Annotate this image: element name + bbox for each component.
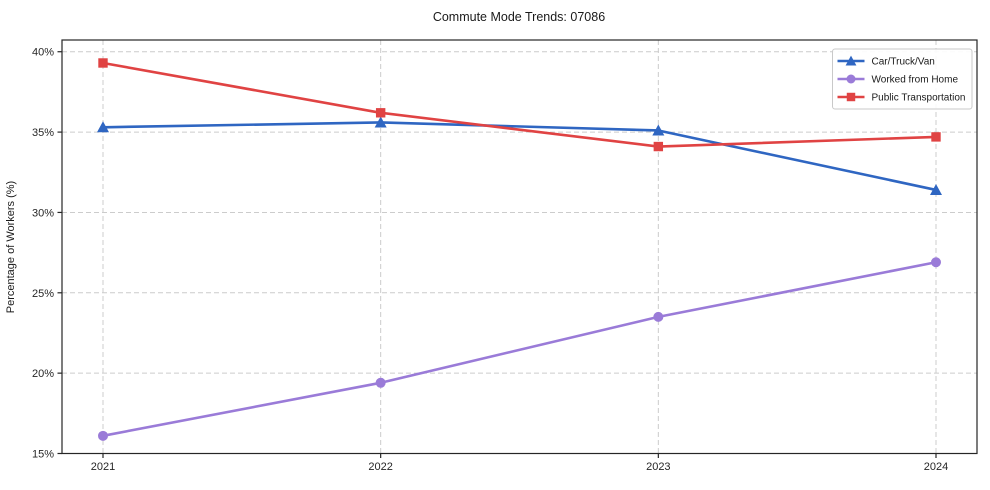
square-marker [98,58,108,68]
legend-entry-car-truck-van: Car/Truck/Van [837,55,935,68]
legend-entry-worked-from-home: Worked from Home [837,74,959,86]
circle-marker [98,430,108,441]
square-marker [375,108,386,118]
y-tick-label: 35% [32,127,54,139]
chart-title: Commute Mode Trends: 07086 [433,10,605,24]
triangle-marker [845,55,857,66]
circle-marker [653,311,664,322]
y-tick-label: 25% [32,288,54,300]
y-tick-label: 40% [32,47,54,59]
circle-marker [931,257,941,268]
plot-frame [61,39,978,455]
triangle-marker [652,124,665,136]
series-line [101,260,938,438]
legend-label: Car/Truck/Van [872,57,935,68]
y-axis-label: Percentage of Workers (%) [5,181,17,313]
y-tick-label: 30% [32,207,54,219]
square-marker [846,92,856,102]
legend: Car/Truck/Van Worked from Home Public Tran… [832,48,973,110]
legend-label: Public Transportation [872,93,966,104]
circle-marker [846,74,856,84]
x-tick-label: 2022 [368,461,392,473]
legend-label: Worked from Home [872,75,959,86]
legend-entry-public-transportation: Public Transportation [837,92,966,104]
square-marker [653,141,664,152]
gridlines [62,40,977,454]
series-line [101,121,938,192]
axes-frame: 15% 20% 25% 30% 35% 40% 2021 2022 2023 2024 [32,39,978,473]
y-tick-label: 20% [32,368,54,380]
series-car-truck-van [97,116,942,195]
series-worked-from-home [98,257,941,441]
circle-marker [375,377,386,388]
data-series [97,58,942,441]
x-tick-label: 2021 [91,461,115,473]
square-marker [931,132,941,142]
series-line [101,61,938,148]
triangle-marker [97,121,109,133]
triangle-marker [930,183,942,195]
triangle-marker [374,116,387,128]
x-tick-label: 2023 [646,461,670,473]
series-public-transportation [98,58,941,152]
y-tick-label: 15% [32,449,54,461]
legend-box [832,48,973,110]
x-tick-label: 2024 [924,461,948,473]
